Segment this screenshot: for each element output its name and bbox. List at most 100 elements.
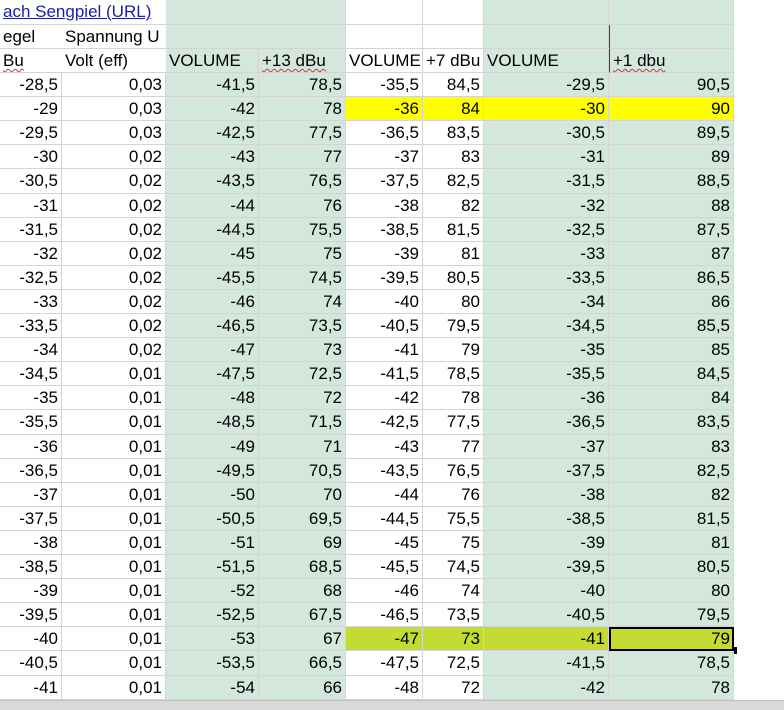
cell-r12-c4[interactable]: -41,5 <box>346 362 423 386</box>
cell-r20-c5[interactable]: 74,5 <box>423 555 484 579</box>
cell-r14-c7[interactable]: 83,5 <box>609 410 734 435</box>
cell-r17-c1[interactable]: 0,01 <box>62 483 166 507</box>
cell-r6-c1[interactable]: 0,02 <box>62 218 166 242</box>
cell-r12-c2[interactable]: -47,5 <box>166 362 259 386</box>
cell-r16-c5[interactable]: 76,5 <box>423 459 484 483</box>
horizontal-scrollbar[interactable] <box>0 700 784 710</box>
cell-r0-c6[interactable] <box>484 0 609 25</box>
cell-r13-c5[interactable]: 78 <box>423 386 484 410</box>
column-header-2[interactable]: VOLUME <box>166 49 259 73</box>
cell-r16-c6[interactable]: -37,5 <box>484 459 609 483</box>
cell-r12-c1[interactable]: 0,01 <box>62 362 166 386</box>
cell-r19-c4[interactable]: -45 <box>346 531 423 555</box>
cell-r3-c2[interactable]: -43 <box>166 145 259 169</box>
cell-r9-c4[interactable]: -40 <box>346 290 423 314</box>
cell-r9-c6[interactable]: -34 <box>484 290 609 314</box>
cell-r0-c7[interactable]: 90,5 <box>609 73 734 97</box>
cell-r19-c3[interactable]: 69 <box>259 531 346 555</box>
cell-r15-c2[interactable]: -49 <box>166 435 259 459</box>
cell-r4-c0[interactable]: -30,5 <box>0 169 62 194</box>
cell-r16-c3[interactable]: 70,5 <box>259 459 346 483</box>
cell-r25-c2[interactable]: -54 <box>166 676 259 700</box>
cell-r3-c5[interactable]: 83 <box>423 145 484 169</box>
cell-r6-c3[interactable]: 75,5 <box>259 218 346 242</box>
cell-r24-c0[interactable]: -40,5 <box>0 651 62 676</box>
cell-r12-c3[interactable]: 72,5 <box>259 362 346 386</box>
cell-r0-c1[interactable]: 0,03 <box>62 73 166 97</box>
cell-r5-c6[interactable]: -32 <box>484 194 609 218</box>
cell-r8-c3[interactable]: 74,5 <box>259 266 346 290</box>
cell-r3-c6[interactable]: -31 <box>484 145 609 169</box>
cell-r24-c5[interactable]: 72,5 <box>423 651 484 676</box>
cell-r5-c7[interactable]: 88 <box>609 194 734 218</box>
cell-r1-c6[interactable]: -30 <box>484 97 609 121</box>
cell-r20-c2[interactable]: -51,5 <box>166 555 259 579</box>
cell-r17-c3[interactable]: 70 <box>259 483 346 507</box>
cell-r25-c1[interactable]: 0,01 <box>62 676 166 700</box>
cell-r5-c3[interactable]: 76 <box>259 194 346 218</box>
cell-r0-c7[interactable] <box>609 0 734 25</box>
cell-r15-c0[interactable]: -36 <box>0 435 62 459</box>
cell-r14-c3[interactable]: 71,5 <box>259 410 346 435</box>
cell-r24-c4[interactable]: -47,5 <box>346 651 423 676</box>
cell-r6-c0[interactable]: -31,5 <box>0 218 62 242</box>
cell-r7-c5[interactable]: 81 <box>423 242 484 266</box>
cell-r12-c0[interactable]: -34,5 <box>0 362 62 386</box>
cell-r8-c0[interactable]: -32,5 <box>0 266 62 290</box>
cell-r24-c1[interactable]: 0,01 <box>62 651 166 676</box>
cell-r1-c7[interactable]: 90 <box>609 97 734 121</box>
cell-r0-c4[interactable]: -35,5 <box>346 73 423 97</box>
cell-r2-c4[interactable]: -36,5 <box>346 121 423 145</box>
cell-r6-c6[interactable]: -32,5 <box>484 218 609 242</box>
cell-r11-c2[interactable]: -47 <box>166 338 259 362</box>
cell-r19-c1[interactable]: 0,01 <box>62 531 166 555</box>
cell-r13-c1[interactable]: 0,01 <box>62 386 166 410</box>
cell-r7-c6[interactable]: -33 <box>484 242 609 266</box>
cell-r6-c5[interactable]: 81,5 <box>423 218 484 242</box>
cell-r1-c4[interactable]: -36 <box>346 97 423 121</box>
cell-r4-c3[interactable]: 76,5 <box>259 169 346 194</box>
cell-r20-c7[interactable]: 80,5 <box>609 555 734 579</box>
cell-r20-c6[interactable]: -39,5 <box>484 555 609 579</box>
cell-r24-c2[interactable]: -53,5 <box>166 651 259 676</box>
cell-r11-c4[interactable]: -41 <box>346 338 423 362</box>
cell-r21-c7[interactable]: 80 <box>609 579 734 603</box>
cell-r25-c3[interactable]: 66 <box>259 676 346 700</box>
cell-r9-c5[interactable]: 80 <box>423 290 484 314</box>
cell-r14-c4[interactable]: -42,5 <box>346 410 423 435</box>
cell-r7-c1[interactable]: 0,02 <box>62 242 166 266</box>
cell-r1-c3[interactable]: 78 <box>259 97 346 121</box>
cell-r22-c1[interactable]: 0,01 <box>62 603 166 627</box>
cell-r20-c4[interactable]: -45,5 <box>346 555 423 579</box>
cell-r14-c6[interactable]: -36,5 <box>484 410 609 435</box>
cell-r13-c0[interactable]: -35 <box>0 386 62 410</box>
cell-r0-c6[interactable]: -29,5 <box>484 73 609 97</box>
cell-r11-c3[interactable]: 73 <box>259 338 346 362</box>
cell-r25-c4[interactable]: -48 <box>346 676 423 700</box>
cell-r0-c4[interactable] <box>346 0 423 25</box>
cell-r9-c3[interactable]: 74 <box>259 290 346 314</box>
cell-r23-c0[interactable]: -40 <box>0 627 62 651</box>
cell-r18-c6[interactable]: -38,5 <box>484 507 609 531</box>
cell-r13-c6[interactable]: -36 <box>484 386 609 410</box>
cell-r1-c5[interactable]: 84 <box>423 97 484 121</box>
cell-r9-c1[interactable]: 0,02 <box>62 290 166 314</box>
cell-r21-c0[interactable]: -39 <box>0 579 62 603</box>
cell-r21-c4[interactable]: -46 <box>346 579 423 603</box>
cell-r11-c0[interactable]: -34 <box>0 338 62 362</box>
cell-r15-c6[interactable]: -37 <box>484 435 609 459</box>
cell-r24-c3[interactable]: 66,5 <box>259 651 346 676</box>
column-header-4[interactable]: VOLUME <box>346 49 423 73</box>
cell-r5-c5[interactable]: 82 <box>423 194 484 218</box>
cell-r7-c7[interactable]: 87 <box>609 242 734 266</box>
cell-r4-c7[interactable]: 88,5 <box>609 169 734 194</box>
cell-r20-c1[interactable]: 0,01 <box>62 555 166 579</box>
cell-r22-c5[interactable]: 73,5 <box>423 603 484 627</box>
active-cell[interactable]: 79 <box>609 627 734 651</box>
cell-r12-c7[interactable]: 84,5 <box>609 362 734 386</box>
cell-r1-c2[interactable] <box>166 25 346 49</box>
cell-r18-c3[interactable]: 69,5 <box>259 507 346 531</box>
cell-r10-c2[interactable]: -46,5 <box>166 314 259 338</box>
cell-r16-c0[interactable]: -36,5 <box>0 459 62 483</box>
cell-r9-c2[interactable]: -46 <box>166 290 259 314</box>
